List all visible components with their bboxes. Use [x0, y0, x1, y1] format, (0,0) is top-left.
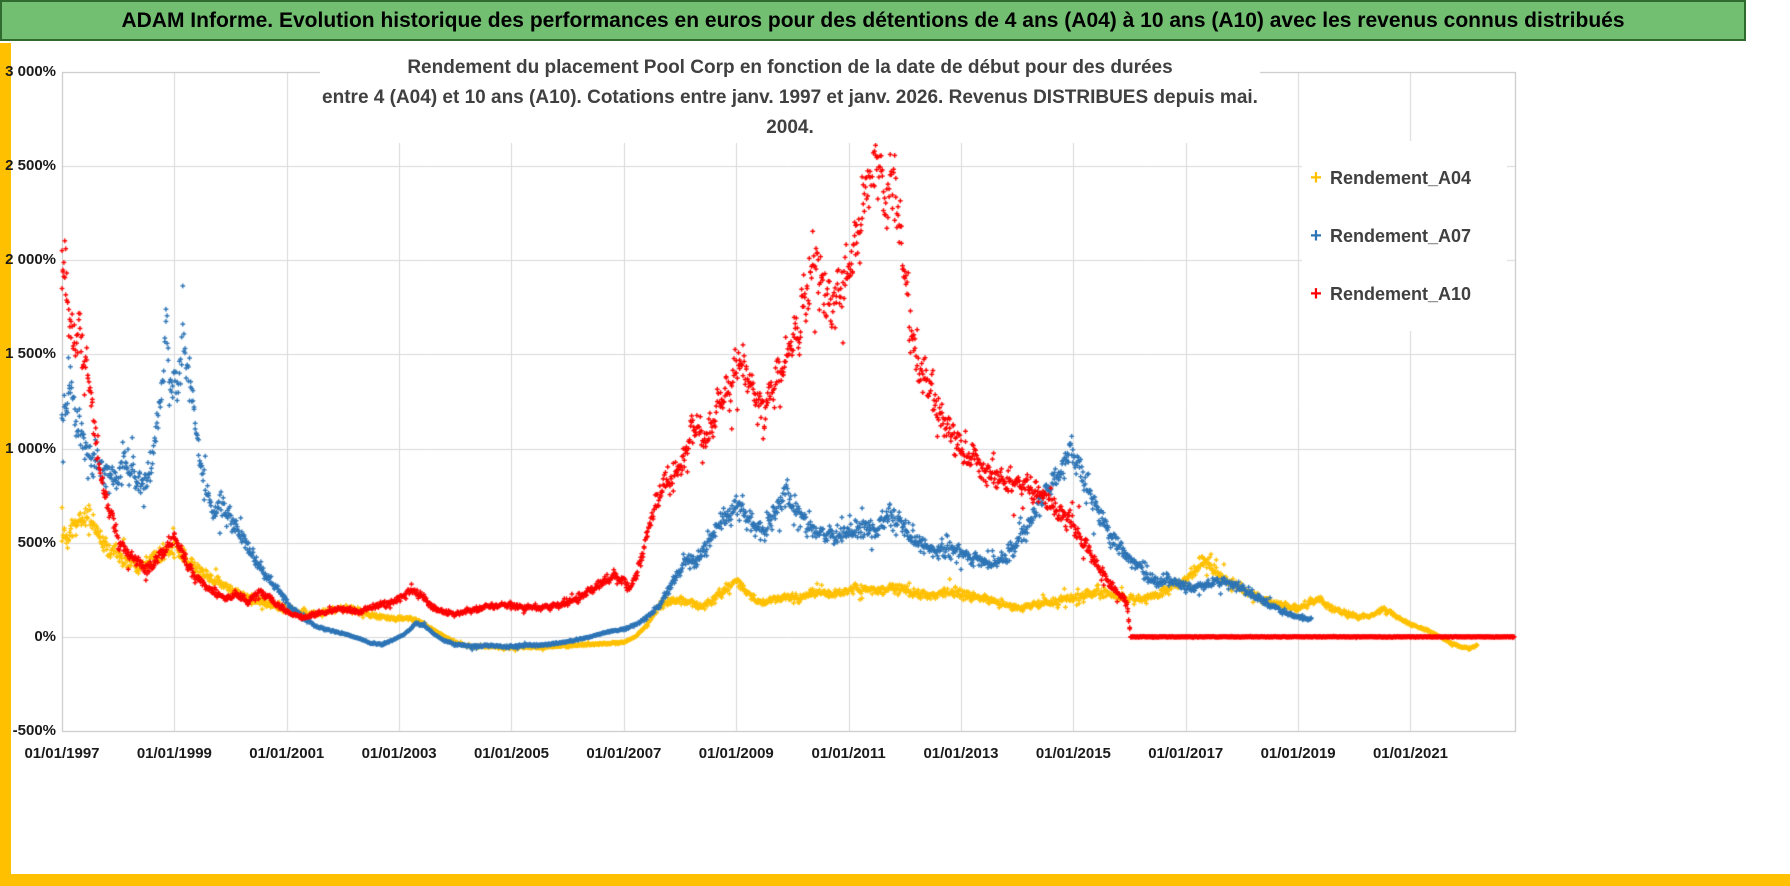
legend: + Rendement_A04 + Rendement_A07 + Rendement_A… — [1302, 141, 1507, 331]
chart-title-line1: Rendement du placement Pool Corp en fonc… — [407, 57, 1173, 78]
x-tick-label: 01/01/1999 — [136, 745, 212, 762]
x-tick-label: 01/01/2003 — [361, 745, 437, 762]
chart-title-line2: entre 4 (A04) et 10 ans (A10). Cotations… — [322, 87, 1258, 138]
x-tick-label: 01/01/2015 — [1035, 745, 1111, 762]
y-tick-label: 2 000% — [5, 251, 56, 269]
x-tick-label: 01/01/2021 — [1372, 745, 1449, 762]
legend-item-label: Rendement_A07 — [1330, 225, 1472, 246]
legend-item: + Rendement_A07 — [1302, 207, 1507, 265]
x-tick-label: 01/01/2011 — [811, 745, 886, 762]
x-tick-label: 01/01/2017 — [1148, 745, 1224, 762]
y-tick-label: 500% — [17, 533, 56, 551]
bottom-accent-strip — [0, 874, 1790, 886]
x-tick-label: 01/01/2009 — [698, 745, 774, 762]
legend-item-label: Rendement_A04 — [1330, 167, 1472, 188]
chart-area: Rendement du placement Pool Corp en fonc… — [0, 41, 1790, 874]
x-tick-label: 01/01/2007 — [586, 745, 662, 762]
legend-item: + Rendement_A04 — [1302, 149, 1507, 207]
legend-item: + Rendement_A10 — [1302, 265, 1507, 323]
legend-plus-marker-icon: + — [1310, 225, 1322, 247]
y-tick-label: 2 500% — [5, 157, 56, 175]
x-tick-label: 01/01/1997 — [24, 745, 100, 762]
y-tick-label: 0% — [34, 627, 56, 645]
y-tick-label: -500% — [12, 722, 56, 739]
x-tick-label: 01/01/2001 — [249, 745, 325, 762]
y-tick-label: 1 000% — [5, 439, 56, 457]
legend-plus-marker-icon: + — [1310, 167, 1322, 189]
banner: ADAM Informe. Evolution historique des p… — [0, 0, 1746, 41]
x-tick-label: 01/01/2005 — [473, 745, 550, 762]
chart-title: Rendement du placement Pool Corp en fonc… — [320, 53, 1260, 143]
x-tick-label: 01/01/2013 — [923, 745, 999, 762]
x-tick-label: 01/01/2019 — [1260, 745, 1336, 762]
legend-item-label: Rendement_A10 — [1330, 283, 1472, 304]
banner-title: ADAM Informe. Evolution historique des p… — [121, 8, 1625, 32]
y-tick-label: 1 500% — [5, 345, 56, 363]
legend-plus-marker-icon: + — [1310, 283, 1322, 305]
y-tick-label: 3 000% — [5, 63, 56, 80]
